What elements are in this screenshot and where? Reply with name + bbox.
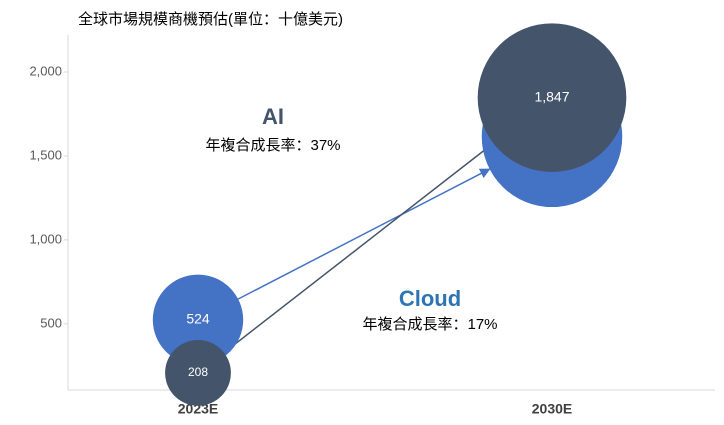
x-tick-label: 2023E (178, 401, 218, 417)
annotation: 年複合成長率：17% (362, 316, 497, 333)
x-tick-label: 2030E (532, 401, 572, 417)
data-label: 524 (186, 311, 210, 327)
arrow (220, 142, 495, 356)
chart-title: 全球市場規模商機預估(單位：十億美元) (78, 10, 343, 28)
y-tick-label: 500 (40, 315, 62, 330)
bubble (165, 339, 231, 406)
y-tick-label: 1,000 (29, 231, 62, 246)
data-label: 208 (188, 365, 208, 379)
bubble (477, 23, 627, 172)
legend-label: Cloud (399, 286, 461, 311)
arrow (233, 168, 491, 302)
legend-label: AI (262, 104, 284, 129)
y-tick-label: 2,000 (29, 63, 62, 78)
y-tick-label: 1,500 (29, 147, 62, 162)
annotation: 年複合成長率：37% (205, 137, 340, 154)
data-label: 1,847 (534, 88, 569, 104)
bubble (152, 274, 244, 365)
